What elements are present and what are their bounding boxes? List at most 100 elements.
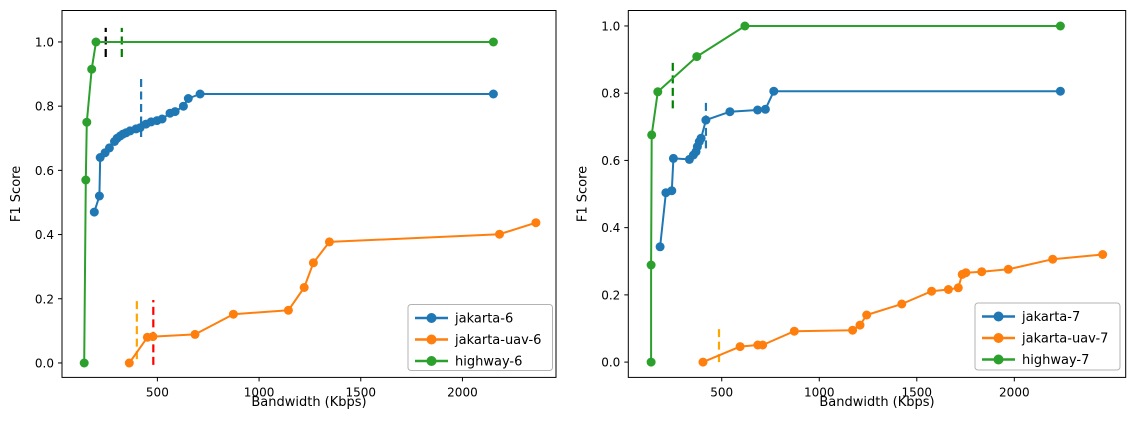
series-markers-highway-7	[646, 21, 1065, 367]
left-xtick-label: 500	[146, 385, 169, 399]
data-point	[178, 101, 188, 111]
data-point	[701, 115, 711, 125]
right-axes-spines	[627, 10, 1127, 378]
data-point	[283, 305, 293, 315]
left-ytick-label: 0.2	[35, 292, 54, 306]
legend-sample-marker	[426, 313, 437, 323]
data-point	[299, 283, 309, 292]
legend-sample-marker	[993, 354, 1004, 365]
data-point	[647, 130, 657, 140]
data-point	[696, 133, 706, 143]
data-point	[667, 186, 677, 196]
data-point	[324, 237, 334, 247]
data-point	[195, 89, 205, 99]
series-line-jakarta-7	[659, 90, 1062, 248]
right-xtick-label: 1000	[804, 385, 835, 399]
data-point	[961, 268, 971, 278]
data-point	[1055, 86, 1065, 96]
data-point	[760, 104, 770, 114]
data-point	[927, 286, 937, 296]
right-ytick-label: 1.0	[601, 19, 620, 33]
left-ytick-label: 0.4	[35, 228, 54, 242]
data-point	[789, 326, 799, 336]
data-point	[190, 329, 200, 339]
series-markers-jakarta-uav-7	[698, 250, 1108, 367]
legend-label: highway-6	[455, 355, 522, 370]
data-point	[977, 267, 987, 277]
data-point	[87, 64, 97, 74]
data-point	[91, 37, 101, 47]
data-point	[94, 191, 104, 201]
data-point	[1003, 264, 1013, 274]
data-point	[104, 143, 114, 153]
data-point	[183, 94, 193, 103]
data-point	[735, 342, 745, 352]
series-markers-jakarta-7	[655, 86, 1065, 252]
data-point	[848, 325, 858, 335]
right-ytick-label: 0.0	[601, 356, 620, 370]
left-ytick-label: 1.0	[35, 35, 54, 49]
right-ytick-label: 0.6	[601, 154, 620, 168]
left-ytick-label: 0.8	[35, 100, 54, 114]
data-point	[1048, 254, 1058, 264]
data-point	[79, 358, 89, 368]
right-yaxis-label: F1 Score	[575, 166, 590, 222]
left-xaxis-label: Bandwidth (Kbps)	[251, 395, 366, 410]
right-xtick-label: 500	[710, 385, 733, 399]
data-point	[170, 107, 180, 117]
right-ytick-label: 0.8	[601, 87, 620, 101]
series-markers-jakarta-uav-6	[124, 218, 541, 368]
data-point	[953, 283, 963, 293]
data-point	[725, 107, 735, 117]
right-xtick-label: 2000	[999, 385, 1030, 399]
data-point	[653, 87, 663, 97]
data-point	[862, 310, 872, 320]
series-markers-highway-6	[79, 37, 498, 368]
data-point	[1098, 250, 1108, 259]
left-axes-spines	[61, 10, 557, 378]
data-point	[758, 340, 768, 350]
data-point	[655, 242, 665, 252]
data-point	[531, 218, 541, 228]
legend-sample-marker	[993, 333, 1004, 343]
data-point	[740, 21, 750, 31]
data-point	[698, 357, 708, 367]
data-point	[157, 114, 167, 124]
left-ytick-label: 0.6	[35, 164, 54, 178]
data-point	[692, 52, 702, 62]
data-point	[495, 229, 504, 239]
data-point	[488, 37, 498, 47]
right-legend: jakarta-7 jakarta-uav-7 highway-7	[974, 302, 1121, 371]
data-point	[943, 285, 953, 294]
legend-sample-marker	[993, 311, 1004, 322]
left-ytick-label: 0.0	[35, 356, 54, 370]
legend-label: jakarta-uav-6	[454, 333, 541, 348]
data-point	[148, 332, 158, 342]
legend-sample-marker	[426, 356, 437, 366]
data-point	[89, 207, 99, 217]
data-point	[228, 309, 238, 319]
data-point	[668, 153, 678, 163]
right-xtick-label: 1500	[902, 385, 933, 399]
data-point	[82, 117, 92, 127]
left-xtick-label: 1000	[244, 385, 275, 399]
right-ytick-label: 0.4	[601, 221, 620, 235]
right-legend-box	[974, 302, 1121, 371]
left-xtick-label: 1500	[345, 385, 376, 399]
series-line-highway-6	[83, 41, 495, 364]
data-point	[855, 320, 865, 330]
left-legend: jakarta-6 jakarta-uav-6 highway-6	[407, 304, 553, 371]
data-point	[769, 86, 779, 96]
series-markers-jakarta-6	[89, 89, 498, 217]
data-point	[81, 175, 91, 185]
legend-label: highway-7	[1022, 353, 1089, 368]
left-legend-box	[407, 304, 553, 371]
legend-label: jakarta-uav-7	[1021, 332, 1108, 347]
left-xtick-label: 2000	[447, 385, 478, 399]
right-xaxis-label: Bandwidth (Kbps)	[819, 395, 934, 410]
series-line-jakarta-6	[93, 93, 495, 214]
left-yaxis-label: F1 Score	[9, 166, 24, 222]
left-plot: 500 1000 1500 2000 0.0 0.2 0.4 0.6 0.8 1.0 Bandwid…	[9, 10, 557, 410]
